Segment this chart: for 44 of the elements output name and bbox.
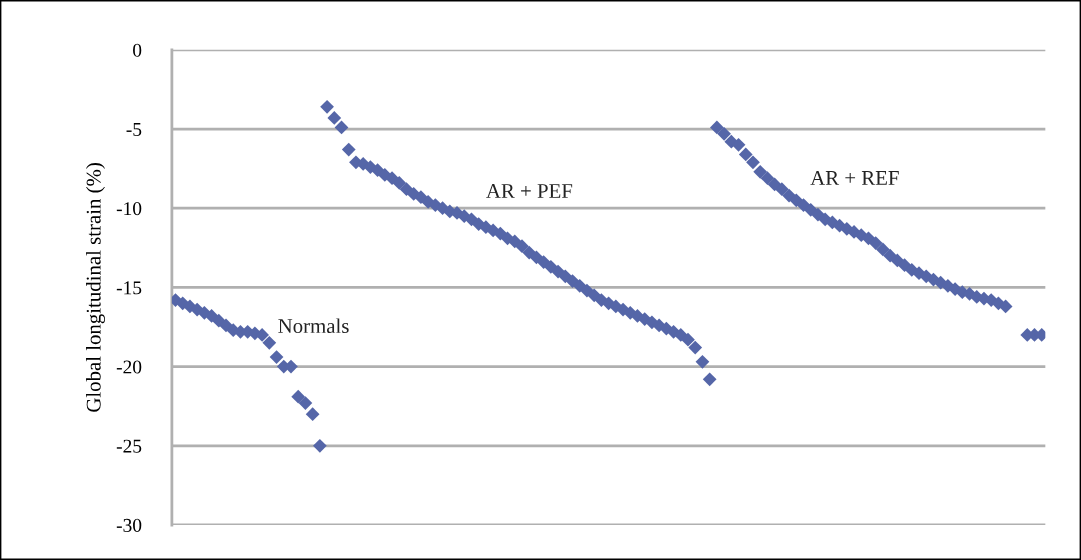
point bbox=[262, 335, 277, 350]
point bbox=[291, 389, 306, 404]
point bbox=[998, 299, 1013, 314]
point bbox=[868, 236, 883, 250]
point bbox=[565, 274, 580, 288]
series-label: AR + REF bbox=[810, 171, 899, 185]
y-tick-label: 0 bbox=[133, 43, 142, 57]
point bbox=[738, 147, 753, 162]
y-tick-label: -20 bbox=[116, 360, 142, 374]
point bbox=[327, 111, 342, 125]
point bbox=[710, 120, 724, 135]
point bbox=[717, 126, 731, 141]
y-tick-label: -25 bbox=[116, 439, 142, 453]
point bbox=[774, 182, 789, 197]
point bbox=[515, 239, 529, 254]
point bbox=[702, 372, 717, 387]
point bbox=[255, 328, 269, 342]
point bbox=[399, 182, 414, 197]
point bbox=[731, 138, 746, 152]
point bbox=[312, 438, 327, 453]
point bbox=[298, 396, 313, 410]
y-tick-label: -30 bbox=[116, 518, 142, 532]
point bbox=[219, 318, 233, 333]
point bbox=[681, 332, 695, 347]
point bbox=[695, 354, 710, 369]
point bbox=[305, 407, 320, 421]
point bbox=[688, 340, 703, 355]
point bbox=[269, 350, 284, 364]
point bbox=[876, 242, 890, 257]
point bbox=[320, 99, 334, 114]
point bbox=[464, 212, 479, 227]
point bbox=[760, 171, 775, 186]
series-label: AR + PEF bbox=[486, 184, 573, 198]
point bbox=[341, 142, 356, 157]
y-tick-label: -5 bbox=[126, 123, 142, 136]
point bbox=[861, 231, 876, 246]
y-tick-label: -10 bbox=[116, 202, 142, 216]
point bbox=[796, 198, 811, 212]
point bbox=[746, 155, 760, 170]
point bbox=[392, 176, 407, 190]
y-axis-title: Global longitudinal strain (%) bbox=[86, 163, 105, 412]
point bbox=[753, 164, 768, 179]
y-tick-label: -15 bbox=[116, 281, 142, 295]
series-label: Normals bbox=[278, 318, 349, 334]
